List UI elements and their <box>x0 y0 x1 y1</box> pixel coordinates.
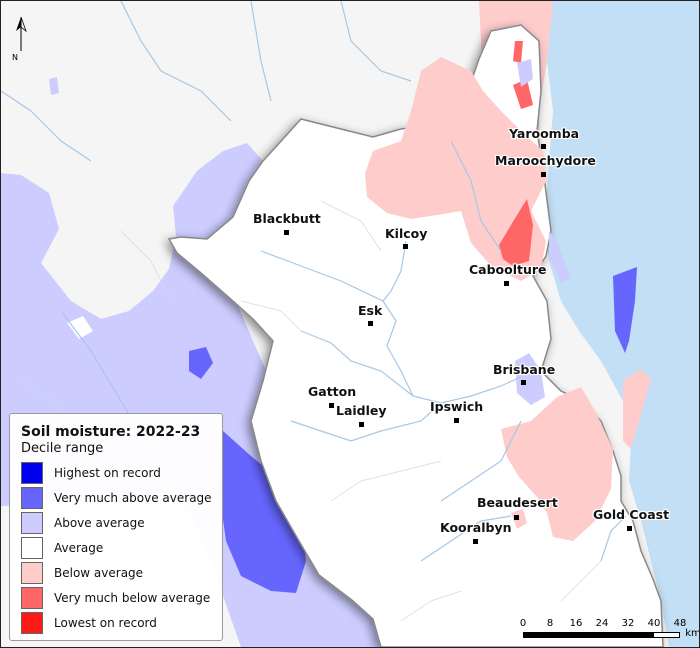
town-marker-gatton <box>329 403 334 408</box>
legend-item-highest-on-record[interactable]: Highest on record <box>21 462 221 486</box>
town-marker-caboolture <box>504 281 509 286</box>
town-label-yaroomba[interactable]: Yaroomba <box>509 126 580 141</box>
town-marker-kilcoy <box>403 244 408 249</box>
legend-item-label: Very much below average <box>54 591 211 605</box>
scale-tick-8: 8 <box>546 618 554 629</box>
region-very-much-below-2 <box>513 41 523 63</box>
town-marker-esk <box>368 321 373 326</box>
scale-tick-48: 48 <box>673 618 687 629</box>
region-above-average-north <box>517 59 533 87</box>
region-above-average-brisbane <box>515 353 545 405</box>
town-label-ipswich[interactable]: Ipswich <box>430 399 484 414</box>
legend-item-average[interactable]: Average <box>21 537 221 561</box>
town-marker-gold-coast <box>627 526 632 531</box>
legend-swatch <box>21 487 43 509</box>
town-label-blackbutt[interactable]: Blackbutt <box>253 211 321 226</box>
town-marker-brisbane <box>521 380 526 385</box>
scale-unit: km <box>685 628 700 639</box>
town-label-brisbane[interactable]: Brisbane <box>493 362 556 377</box>
town-label-gatton[interactable]: Gatton <box>308 384 357 399</box>
scale-tick-24: 24 <box>595 618 609 629</box>
legend-swatch <box>21 462 43 484</box>
outer-white-hole-1 <box>67 316 93 339</box>
town-label-kilcoy[interactable]: Kilcoy <box>385 226 428 241</box>
town-marker-beaudesert <box>514 515 519 520</box>
scale-tick-0: 0 <box>519 618 527 629</box>
legend-item-label: Above average <box>54 516 145 530</box>
legend-title: Soil moisture: 2022-23 <box>21 424 201 440</box>
north-arrow-icon <box>16 16 27 51</box>
outer-very-much-above-large <box>219 431 306 593</box>
scale-tick-16: 16 <box>569 618 583 629</box>
outer-very-much-above-patch <box>189 347 213 379</box>
legend-item-label: Average <box>54 541 104 555</box>
legend-swatch <box>21 562 43 584</box>
scale-tick-32: 32 <box>621 618 635 629</box>
region-very-much-below-3 <box>513 79 533 109</box>
legend-item-label: Highest on record <box>54 466 161 480</box>
town-marker-yaroomba <box>541 144 546 149</box>
legend: Soil moisture: 2022-23 Decile range High… <box>9 413 223 641</box>
region-below-average-small <box>511 509 527 529</box>
legend-item-label: Below average <box>54 566 144 580</box>
legend-item-label: Very much above average <box>54 491 212 505</box>
legend-swatch <box>21 587 43 609</box>
scale-segment <box>575 632 602 638</box>
town-label-gold-coast[interactable]: Gold Coast <box>593 507 670 522</box>
legend-swatch <box>21 512 43 534</box>
region-below-average-north <box>365 57 546 281</box>
region-above-average-west-patch <box>49 77 59 95</box>
outer-very-much-above-island <box>613 267 637 353</box>
scale-bar: 0 8 16 24 32 40 48 km <box>519 618 700 644</box>
town-marker-maroochydore <box>541 172 546 177</box>
legend-item-very-much-above-average[interactable]: Very much above average <box>21 487 221 511</box>
region-very-much-below-1 <box>499 199 533 266</box>
north-label: N <box>12 53 18 62</box>
town-marker-blackbutt <box>284 230 289 235</box>
legend-subtitle: Decile range <box>21 441 104 456</box>
north-arrow: N <box>9 15 29 67</box>
region-very-much-below-4 <box>525 223 531 237</box>
scale-tick-40: 40 <box>647 618 661 629</box>
scale-segment <box>549 632 576 638</box>
region-below-average-south <box>501 387 613 541</box>
town-label-maroochydore[interactable]: Maroochydore <box>495 153 596 168</box>
legend-item-below-average[interactable]: Below average <box>21 562 221 586</box>
town-label-kooralbyn[interactable]: Kooralbyn <box>440 520 512 535</box>
town-label-esk[interactable]: Esk <box>358 303 383 318</box>
legend-swatch <box>21 612 43 634</box>
legend-item-label: Lowest on record <box>54 616 157 630</box>
town-marker-ipswich <box>454 418 459 423</box>
legend-item-very-much-below-average[interactable]: Very much below average <box>21 587 221 611</box>
scale-segment <box>601 632 628 638</box>
legend-item-above-average[interactable]: Above average <box>21 512 221 536</box>
legend-swatch <box>21 537 43 559</box>
town-label-laidley[interactable]: Laidley <box>336 403 387 418</box>
town-label-beaudesert[interactable]: Beaudesert <box>477 495 558 510</box>
region-above-average-coast-sliver <box>549 231 571 283</box>
outer-below-average-strip <box>623 369 651 449</box>
rivers <box>1 1 627 562</box>
town-label-caboolture[interactable]: Caboolture <box>469 262 547 277</box>
town-marker-laidley <box>359 422 364 427</box>
town-marker-kooralbyn <box>473 539 478 544</box>
legend-item-lowest-on-record[interactable]: Lowest on record <box>21 612 221 636</box>
scale-segment <box>523 632 550 638</box>
scale-segment <box>653 632 680 638</box>
scale-segment <box>627 632 654 638</box>
